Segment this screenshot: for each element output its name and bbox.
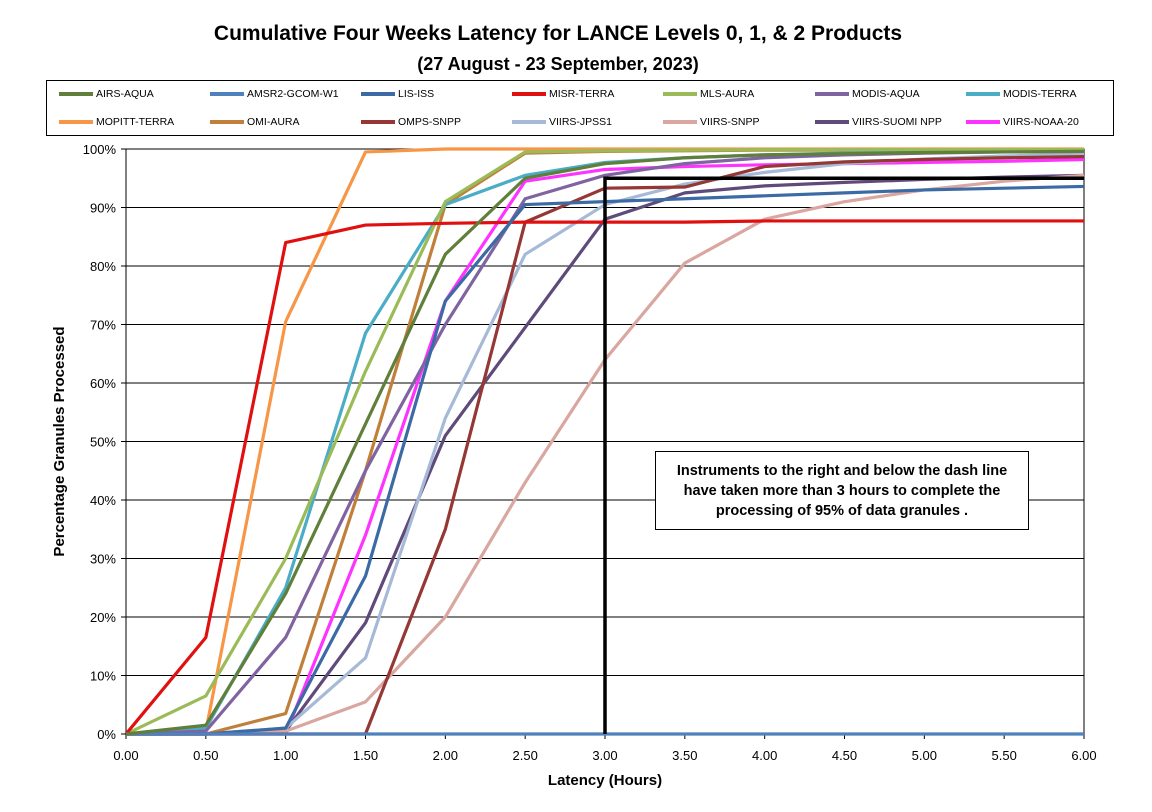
x-axis-title: Latency (Hours) (548, 772, 662, 789)
x-tick-label: 6.00 (1071, 748, 1096, 763)
legend-label: MOPITT-TERRA (96, 116, 175, 128)
legend-item: VIIRS-NOAA-20 (966, 114, 1079, 130)
legend-item: AMSR2-GCOM-W1 (210, 86, 339, 102)
legend-item: VIIRS-JPSS1 (512, 114, 612, 130)
legend-label: MODIS-AQUA (852, 88, 920, 100)
x-tick-label: 3.50 (672, 748, 697, 763)
x-tick-label: 5.00 (912, 748, 937, 763)
legend-item: OMI-AURA (210, 114, 300, 130)
legend-item: VIIRS-SNPP (663, 114, 760, 130)
y-tick-label: 30% (90, 552, 116, 567)
chart-title: Cumulative Four Weeks Latency for LANCE … (213, 22, 903, 45)
chart-subtitle: (27 August - 23 September, 2023) (417, 54, 699, 74)
legend-swatch (815, 92, 849, 96)
legend-item: MLS-AURA (663, 86, 754, 102)
legend-label: LIS-ISS (398, 88, 435, 100)
x-tick-label: 4.50 (832, 748, 857, 763)
series-line-airs-aqua (125, 149, 1085, 736)
x-tick-label: 0.50 (193, 748, 218, 763)
legend-swatch (210, 92, 244, 96)
legend-label: VIIRS-SUOMI NPP (852, 116, 942, 128)
y-tick-label: 10% (90, 669, 116, 684)
x-tick-label: 3.00 (592, 748, 617, 763)
y-tick-label: 20% (90, 610, 116, 625)
y-axis-title: Percentage Granules Processed (51, 326, 68, 556)
y-tick-label: 60% (90, 376, 116, 391)
y-tick-label: 90% (90, 201, 116, 216)
legend-swatch (966, 120, 1000, 124)
y-tick-label: 80% (90, 259, 116, 274)
threshold-line (603, 176, 1084, 734)
x-tick-label: 1.00 (273, 748, 298, 763)
legend-label: AIRS-AQUA (96, 88, 154, 100)
legend-swatch (815, 120, 849, 124)
legend-label: VIIRS-NOAA-20 (1003, 116, 1079, 128)
x-tick-label: 4.00 (752, 748, 777, 763)
y-tick-label: 100% (83, 142, 117, 157)
legend-swatch (663, 120, 697, 124)
legend-item: OMPS-SNPP (361, 114, 461, 130)
x-tick-label: 2.50 (513, 748, 538, 763)
legend-swatch (512, 120, 546, 124)
legend-item: MISR-TERRA (512, 86, 614, 102)
y-tick-label: 40% (90, 493, 116, 508)
legend-item: VIIRS-SUOMI NPP (815, 114, 942, 130)
legend-label: AMSR2-GCOM-W1 (247, 88, 339, 100)
legend-label: MODIS-TERRA (1003, 88, 1077, 100)
legend-swatch (663, 92, 697, 96)
chart-legend: AIRS-AQUA AMSR2-GCOM-W1 LIS-ISS MISR-TERRA M… (46, 80, 1114, 136)
legend-item: MODIS-AQUA (815, 86, 920, 102)
legend-item: LIS-ISS (361, 86, 434, 102)
x-tick-label: 1.50 (353, 748, 378, 763)
legend-label: OMI-AURA (247, 116, 300, 128)
annotation-text: Instruments to the right and below the d… (676, 462, 1008, 519)
legend-swatch (361, 92, 395, 96)
legend-item: MOPITT-TERRA (59, 114, 174, 130)
legend-item: MODIS-TERRA (966, 86, 1077, 102)
y-tick-label: 70% (90, 318, 116, 333)
legend-swatch (966, 92, 1000, 96)
legend-label: MISR-TERRA (549, 88, 615, 100)
y-tick-label: 50% (90, 435, 116, 450)
legend-label: VIIRS-JPSS1 (549, 116, 613, 128)
legend-swatch (210, 120, 244, 124)
legend-item: AIRS-AQUA (59, 86, 154, 102)
annotation-box: Instruments to the right and below the d… (655, 451, 1029, 530)
legend-swatch (59, 120, 93, 124)
legend-swatch (512, 92, 546, 96)
legend-label: OMPS-SNPP (398, 116, 462, 128)
legend-swatch (361, 120, 395, 124)
legend-swatch (59, 92, 93, 96)
x-tick-label: 2.00 (433, 748, 458, 763)
y-tick-label: 0% (97, 727, 116, 742)
legend-label: VIIRS-SNPP (700, 116, 760, 128)
x-tick-label: 0.00 (113, 748, 138, 763)
series-line-mls-aura (125, 147, 1084, 736)
legend-label: MLS-AURA (700, 88, 755, 100)
x-tick-label: 5.50 (992, 748, 1017, 763)
